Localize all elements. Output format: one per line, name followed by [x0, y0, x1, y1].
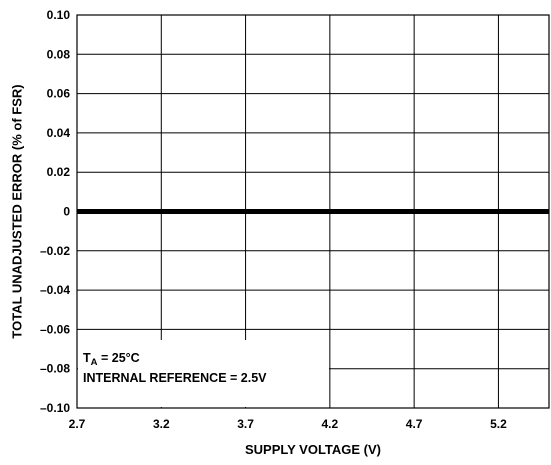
x-tick-label: 4.2	[322, 417, 339, 431]
annotation-temp-symbol: T	[83, 351, 91, 365]
y-tick-label: –0.02	[40, 244, 70, 258]
y-tick-label: –0.10	[40, 401, 70, 415]
x-tick-label: 5.2	[490, 417, 507, 431]
x-tick-label: 3.2	[153, 417, 170, 431]
y-tick-label: –0.06	[40, 322, 70, 336]
plot-frame	[76, 14, 550, 409]
y-tick-labels: 0.10 0.08 0.06 0.04 0.02 0 –0.02 –0.04 –0.06 –0.0…	[40, 8, 70, 415]
x-tick-labels: 2.7 3.2 3.7 4.2 4.7 5.2	[69, 417, 507, 431]
annotation-reference: INTERNAL REFERENCE = 2.5V	[83, 371, 267, 385]
y-tick-label: 0.06	[47, 87, 71, 101]
annotation-temperature: TA = 25°C	[83, 351, 140, 368]
x-tick-label: 3.7	[237, 417, 254, 431]
y-tick-label: 0	[63, 205, 70, 219]
y-tick-label: 0.08	[47, 47, 71, 61]
y-tick-label: 0.02	[47, 165, 71, 179]
y-tick-label: 0.04	[47, 126, 71, 140]
y-axis-title: TOTAL UNADJUSTED ERROR (% of FSR)	[9, 84, 24, 338]
annotation-temp-value: = 25°C	[98, 351, 140, 365]
y-tick-label: 0.10	[47, 8, 71, 22]
annotation-temp-subscript: A	[91, 357, 98, 368]
x-tick-label: 2.7	[69, 417, 86, 431]
annotation-box	[78, 340, 329, 407]
x-tick-label: 4.7	[406, 417, 423, 431]
x-axis-title: SUPPLY VOLTAGE (V)	[245, 442, 381, 457]
y-tick-label: –0.08	[40, 362, 70, 376]
y-tick-label: –0.04	[40, 283, 70, 297]
